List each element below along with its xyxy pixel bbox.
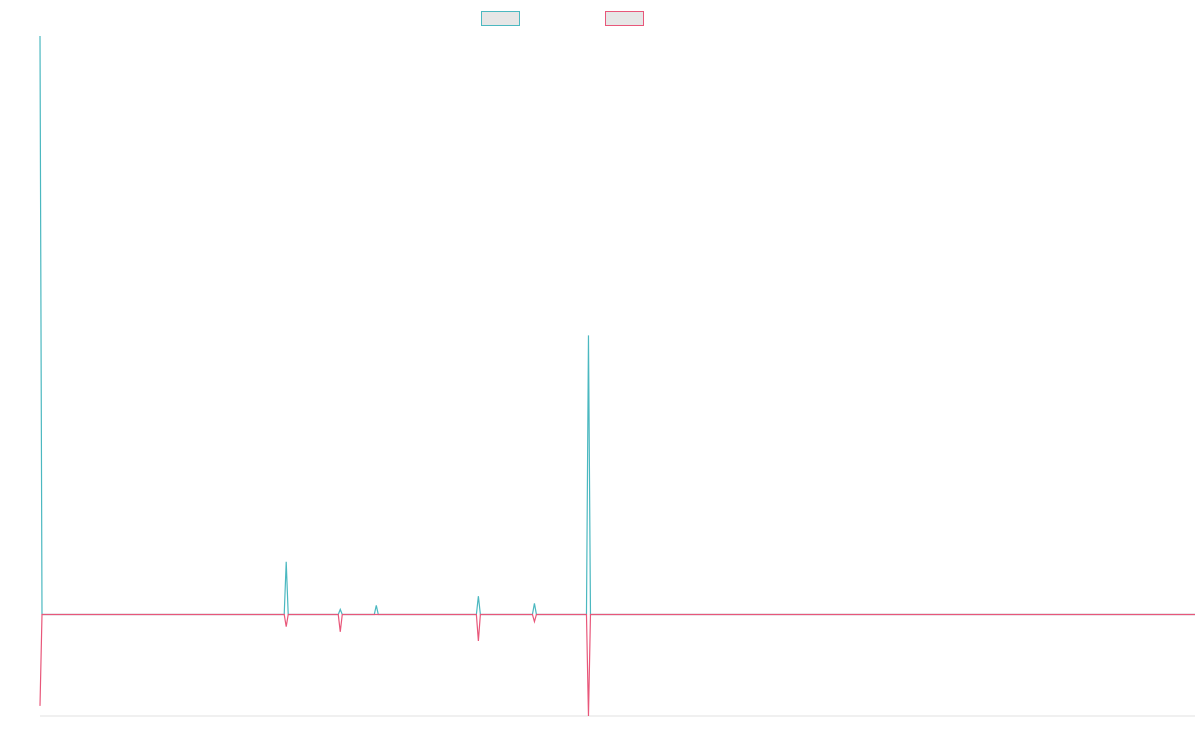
legend-swatch-series-2 (605, 10, 644, 26)
legend-item-series-1[interactable] (481, 9, 526, 27)
series-layer (39, 35, 1195, 717)
legend (0, 9, 1200, 27)
series-line-1 (39, 35, 1195, 616)
legend-swatch-series-1 (481, 10, 520, 26)
legend-item-series-2[interactable] (605, 9, 650, 27)
series-line-2 (39, 613, 1195, 717)
